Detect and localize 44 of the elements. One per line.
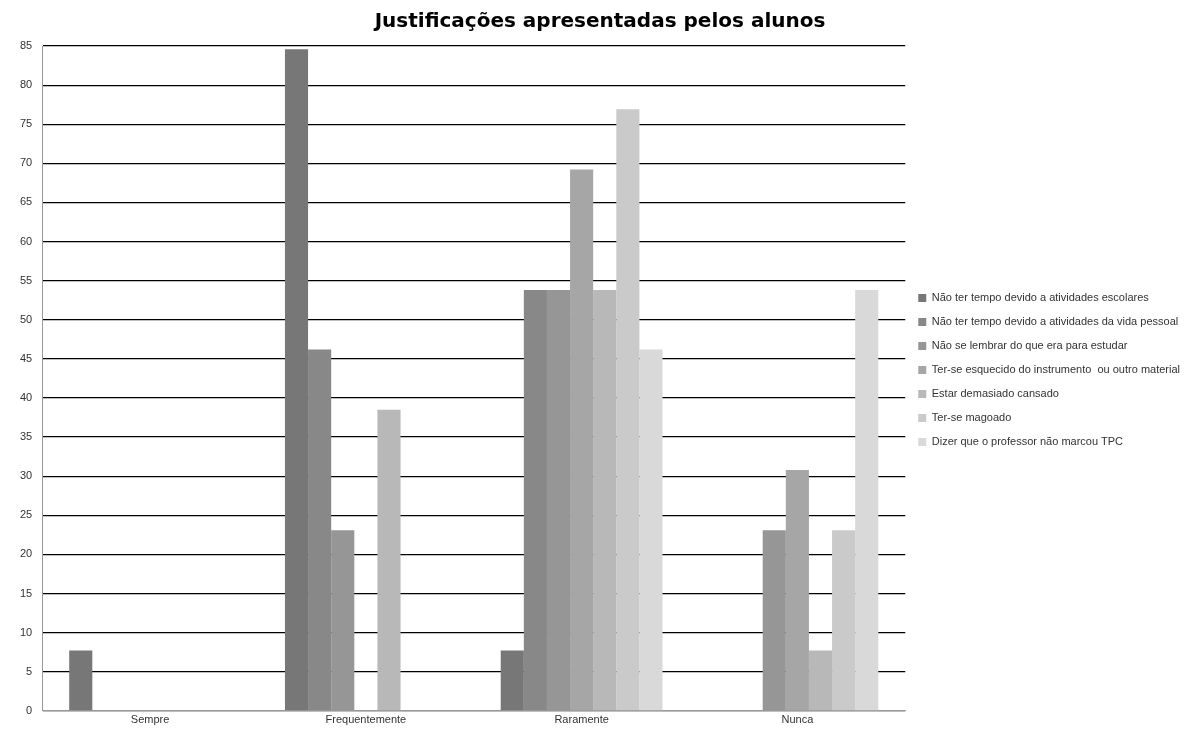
y-tick-label: 5: [26, 664, 33, 677]
chart-title: Justificações apresentadas pelos alunos: [372, 8, 826, 33]
bar: [785, 469, 809, 711]
x-tick-label: Raramente: [554, 713, 609, 726]
x-tick-label: Frequentemente: [325, 713, 407, 726]
bar: [308, 349, 332, 711]
y-tick-label: 80: [19, 78, 33, 91]
legend-label: Não se lembrar do que era para estudar: [931, 339, 1128, 352]
bar: [523, 290, 547, 711]
bar: [500, 650, 524, 711]
y-tick-label: 40: [19, 390, 33, 403]
legend-label: Ter-se esquecido do instrumento ou outro material: [931, 363, 1181, 376]
y-tick-label: 65: [19, 195, 33, 208]
bar: [593, 290, 617, 711]
bar: [855, 290, 879, 711]
y-tick-label: 0: [26, 703, 33, 716]
bar: [616, 109, 640, 711]
x-tick-label: Nunca: [781, 713, 815, 726]
legend-label: Dizer que o professor não marcou TPC: [931, 435, 1123, 448]
bar: [377, 409, 401, 711]
bar: [570, 169, 594, 711]
y-tick-label: 35: [19, 430, 33, 443]
y-tick-label: 85: [19, 39, 33, 52]
y-tick-label: 15: [19, 586, 33, 599]
y-tick-label: 70: [19, 156, 33, 169]
y-tick-label: 45: [19, 351, 33, 364]
legend-label: Não ter tempo devido a atividades da vida pessoal: [931, 315, 1179, 328]
y-tick-label: 10: [19, 625, 33, 638]
legend-label: Estar demasiado cansado: [931, 387, 1059, 400]
y-tick-label: 25: [19, 508, 33, 521]
legend-label: Não ter tempo devido a atividades escolares: [931, 291, 1150, 304]
y-tick-label: 20: [19, 547, 33, 560]
bar: [832, 530, 856, 711]
y-tick-label: 50: [19, 312, 33, 325]
y-tick-label: 75: [19, 117, 33, 130]
y-tick-label: 30: [19, 469, 33, 482]
y-tick-label: 55: [19, 273, 33, 286]
y-tick-label: 60: [19, 234, 33, 247]
legend-label: Ter-se magoado: [931, 411, 1012, 424]
bar: [69, 650, 93, 711]
bar: [284, 49, 309, 711]
bar: [808, 650, 833, 711]
x-tick-label: Sempre: [130, 713, 170, 726]
bar: [639, 349, 663, 711]
